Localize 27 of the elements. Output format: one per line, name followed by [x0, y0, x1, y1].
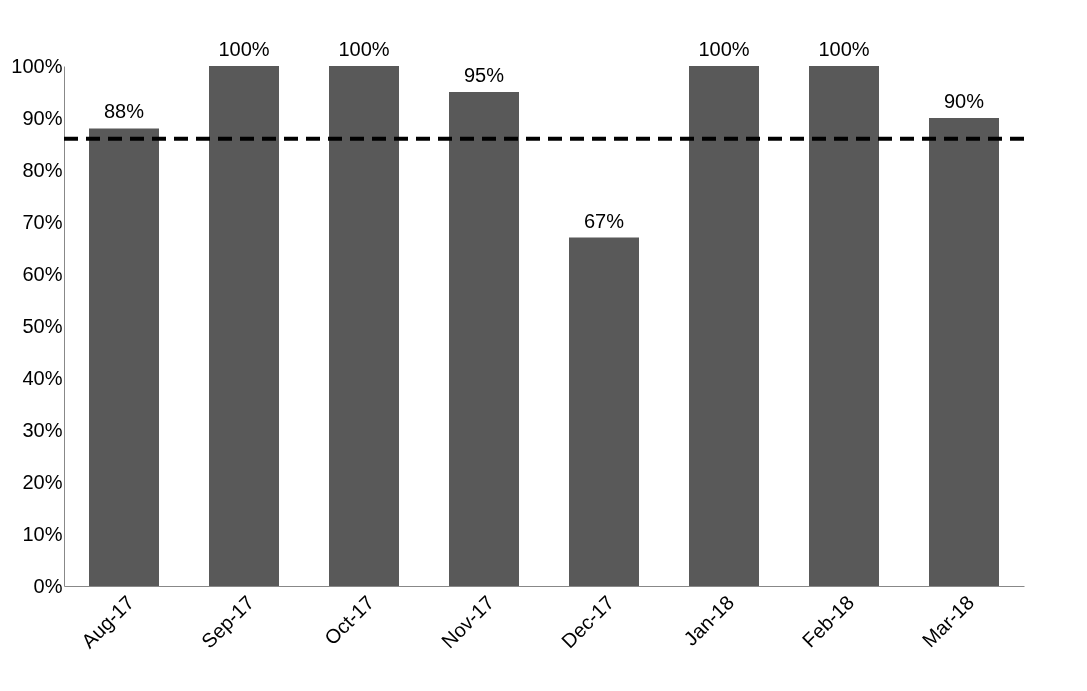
data-label: 100% — [218, 38, 270, 60]
bar — [89, 128, 159, 586]
y-tick-label: 10% — [22, 522, 63, 545]
y-tick-label: 20% — [22, 470, 63, 493]
bar — [449, 92, 519, 586]
y-tick-label: 60% — [22, 262, 63, 285]
data-label: 100% — [698, 38, 750, 60]
bar — [689, 66, 759, 586]
data-label: 90% — [943, 90, 985, 112]
data-label: 100% — [338, 38, 390, 60]
y-tick-label: 50% — [22, 314, 63, 337]
y-tick-label: 40% — [22, 366, 63, 389]
bar — [809, 66, 879, 586]
bar — [569, 237, 639, 586]
y-tick-label: 80% — [22, 158, 63, 181]
data-label: 100% — [818, 38, 870, 60]
y-tick-label: 70% — [22, 210, 63, 233]
bar — [329, 66, 399, 586]
data-label: 88% — [103, 100, 145, 123]
y-tick-label: 30% — [22, 418, 63, 441]
bar — [929, 118, 999, 586]
bar — [209, 66, 279, 586]
data-label: 95% — [463, 64, 505, 86]
y-tick-label: 90% — [22, 106, 63, 129]
y-tick-label: 100% — [11, 54, 63, 77]
data-label: 67% — [583, 209, 625, 232]
y-tick-label: 0% — [33, 574, 63, 597]
